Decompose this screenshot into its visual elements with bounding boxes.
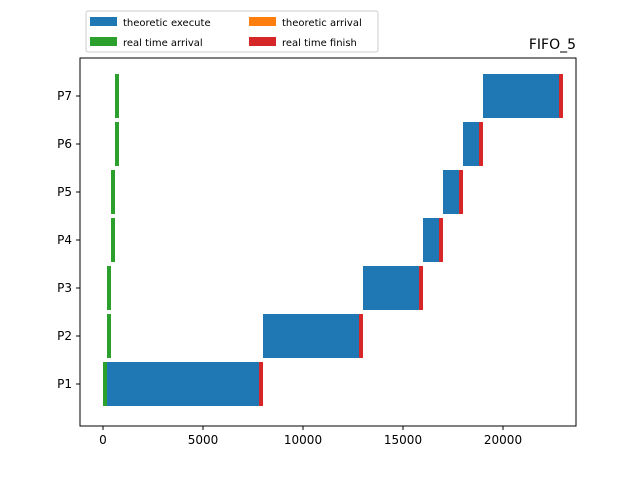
bar-theoretic-execute-p2 xyxy=(263,314,363,358)
x-tick-label: 15000 xyxy=(384,433,422,447)
y-tick-label: P1 xyxy=(57,377,72,391)
legend-swatch xyxy=(90,37,117,46)
legend-swatch xyxy=(249,37,276,46)
x-tick-label: 0 xyxy=(99,433,107,447)
bars-layer xyxy=(103,74,563,406)
bar-real-time-arrival-p6 xyxy=(115,122,119,166)
legend: theoretic execute theoretic arrival real t… xyxy=(85,10,379,53)
legend-swatch xyxy=(249,17,276,26)
y-tick-label: P3 xyxy=(57,281,72,295)
x-tick-label: 10000 xyxy=(284,433,322,447)
bar-real-time-arrival-p3 xyxy=(107,266,111,310)
bar-real-time-finish-p6 xyxy=(479,122,483,166)
bar-real-time-arrival-p1 xyxy=(103,362,107,406)
y-tick-label: P6 xyxy=(57,137,72,151)
y-tick-label: P2 xyxy=(57,329,72,343)
legend-box xyxy=(85,10,379,53)
bar-theoretic-execute-p6 xyxy=(463,122,483,166)
bar-theoretic-execute-p5 xyxy=(443,170,463,214)
bar-real-time-arrival-p7 xyxy=(115,74,119,118)
x-axis: 0 5000 10000 15000 20000 xyxy=(99,426,522,447)
bar-real-time-arrival-p5 xyxy=(111,170,115,214)
y-tick-label: P5 xyxy=(57,185,72,199)
chart-title: FIFO_5 xyxy=(529,37,576,53)
axes-frame xyxy=(79,57,577,427)
bar-theoretic-execute-p7 xyxy=(483,74,563,118)
x-tick-label: 20000 xyxy=(484,433,522,447)
bar-real-time-arrival-p2 xyxy=(107,314,111,358)
bar-theoretic-execute-p1 xyxy=(103,362,263,406)
bar-real-time-finish-p2 xyxy=(359,314,363,358)
y-tick-label: P7 xyxy=(57,89,72,103)
legend-label: theoretic arrival xyxy=(282,18,362,29)
bar-real-time-finish-p5 xyxy=(459,170,463,214)
legend-label: real time finish xyxy=(282,38,357,49)
x-tick-label: 5000 xyxy=(188,433,219,447)
bar-real-time-finish-p1 xyxy=(259,362,263,406)
y-tick-label: P4 xyxy=(57,233,72,247)
bar-real-time-finish-p3 xyxy=(419,266,423,310)
bar-real-time-finish-p4 xyxy=(439,218,443,262)
legend-swatch xyxy=(90,17,117,26)
legend-label: real time arrival xyxy=(123,38,203,49)
bar-theoretic-execute-p3 xyxy=(363,266,423,310)
bar-theoretic-execute-p4 xyxy=(423,218,443,262)
legend-label: theoretic execute xyxy=(123,18,211,29)
bar-real-time-finish-p7 xyxy=(559,74,563,118)
bar-real-time-arrival-p4 xyxy=(111,218,115,262)
y-axis: P1 P2 P3 P4 P5 P6 P7 xyxy=(57,89,80,391)
